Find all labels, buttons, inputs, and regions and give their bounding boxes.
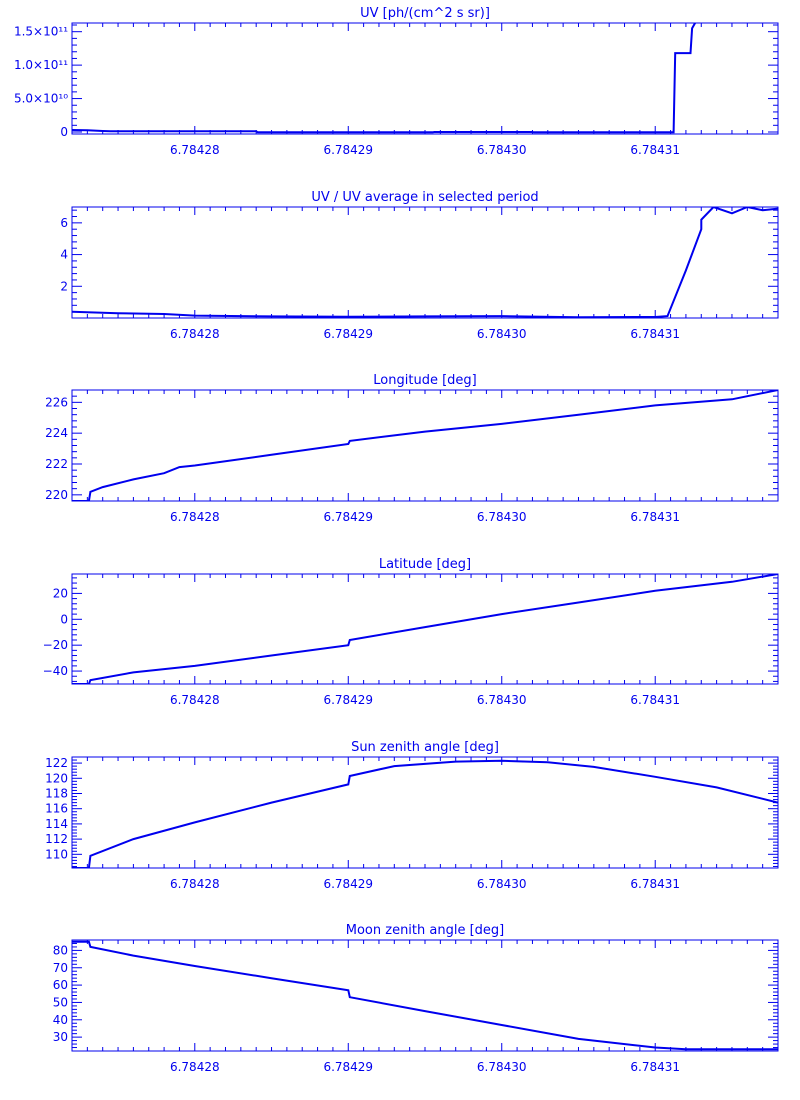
y-tick-label: 120	[45, 771, 68, 785]
series-line	[72, 390, 778, 501]
y-tick-label: 2	[60, 279, 68, 293]
y-tick-label: −40	[43, 664, 68, 678]
x-tick-label: 6.78431	[630, 1060, 680, 1074]
y-tick-label: 0	[60, 125, 68, 139]
x-tick-label: 6.78428	[170, 877, 220, 891]
plot-frame	[71, 389, 779, 502]
x-tick-label: 6.78428	[170, 510, 220, 524]
panel-3: Longitude [deg] 6.78428 6.78429 6.78430 6.78…	[45, 373, 779, 524]
x-tick-label: 6.78430	[477, 510, 527, 524]
x-tick-label: 6.78431	[630, 327, 680, 341]
series-line	[72, 759, 778, 868]
y-tick-label: 1.0×10¹¹	[14, 58, 68, 72]
plot-frame	[71, 22, 779, 135]
y-tick-label: 122	[45, 756, 68, 770]
y-tick-label: 6	[60, 216, 68, 230]
panel-6: Moon zenith angle [deg] 6.78428 6.78429 6.7…	[53, 923, 779, 1074]
panel-title: UV [ph/(cm^2 s sr)]	[360, 6, 490, 21]
y-tick-label: 4	[60, 248, 68, 262]
series-line	[72, 207, 778, 318]
plot-frame	[71, 756, 779, 869]
x-tick-label: 6.78431	[630, 877, 680, 891]
x-tick-label: 6.78429	[323, 1060, 373, 1074]
x-tick-label: 6.78428	[170, 693, 220, 707]
x-tick-label: 6.78430	[477, 877, 527, 891]
panel-title: UV / UV average in selected period	[311, 190, 538, 205]
x-tick-label: 6.78431	[630, 143, 680, 157]
x-tick-label: 6.78430	[477, 693, 527, 707]
panel-5: Sun zenith angle [deg] 6.78428 6.78429 6.78…	[45, 740, 779, 891]
series-line	[72, 23, 696, 134]
x-tick-label: 6.78428	[170, 143, 220, 157]
plot-frame	[71, 939, 779, 1052]
y-tick-label: 220	[45, 488, 68, 502]
panel-1: UV [ph/(cm^2 s sr)] 6.78428 6.78429 6.78430…	[14, 6, 779, 157]
panel-title: Latitude [deg]	[379, 557, 471, 572]
y-tick-label: 222	[45, 457, 68, 471]
y-tick-label: 226	[45, 395, 68, 409]
y-tick-label: 70	[53, 961, 68, 975]
y-tick-label: 1.5×10¹¹	[14, 25, 68, 39]
x-tick-label: 6.78429	[323, 693, 373, 707]
y-tick-label: 224	[45, 426, 68, 440]
x-tick-label: 6.78429	[323, 143, 373, 157]
panel-2: UV / UV average in selected period 6.7842…	[60, 190, 779, 341]
plot-frame	[71, 206, 779, 319]
x-tick-label: 6.78429	[323, 327, 373, 341]
x-tick-label: 6.78430	[477, 327, 527, 341]
series-line	[72, 574, 778, 684]
y-tick-label: 0	[60, 612, 68, 626]
panel-title: Moon zenith angle [deg]	[346, 923, 504, 938]
y-tick-label: 50	[53, 995, 68, 1009]
y-tick-label: 20	[53, 586, 68, 600]
x-tick-label: 6.78430	[477, 143, 527, 157]
y-tick-label: 40	[53, 1013, 68, 1027]
y-tick-label: −20	[43, 638, 68, 652]
x-tick-label: 6.78431	[630, 510, 680, 524]
panel-4: Latitude [deg] 6.78428 6.78429 6.78430 6.784…	[43, 557, 779, 707]
y-tick-label: 110	[45, 847, 68, 861]
y-tick-label: 116	[45, 802, 68, 816]
panel-title: Longitude [deg]	[373, 373, 476, 388]
x-tick-label: 6.78431	[630, 693, 680, 707]
y-tick-label: 112	[45, 832, 68, 846]
x-tick-label: 6.78428	[170, 327, 220, 341]
y-tick-label: 114	[45, 817, 68, 831]
x-tick-label: 6.78428	[170, 1060, 220, 1074]
series-line	[72, 940, 778, 1051]
y-tick-label: 118	[45, 786, 68, 800]
y-tick-label: 60	[53, 978, 68, 992]
y-tick-label: 5.0×10¹⁰	[14, 92, 68, 106]
x-tick-label: 6.78429	[323, 510, 373, 524]
x-tick-label: 6.78430	[477, 1060, 527, 1074]
y-tick-label: 80	[53, 943, 68, 957]
x-tick-label: 6.78429	[323, 877, 373, 891]
y-tick-label: 30	[53, 1030, 68, 1044]
panel-title: Sun zenith angle [deg]	[351, 740, 499, 755]
